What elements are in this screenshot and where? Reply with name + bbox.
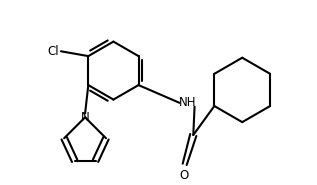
Text: Cl: Cl <box>48 45 59 58</box>
Text: N: N <box>81 111 89 124</box>
Text: O: O <box>179 169 188 182</box>
Text: NH: NH <box>179 96 196 109</box>
